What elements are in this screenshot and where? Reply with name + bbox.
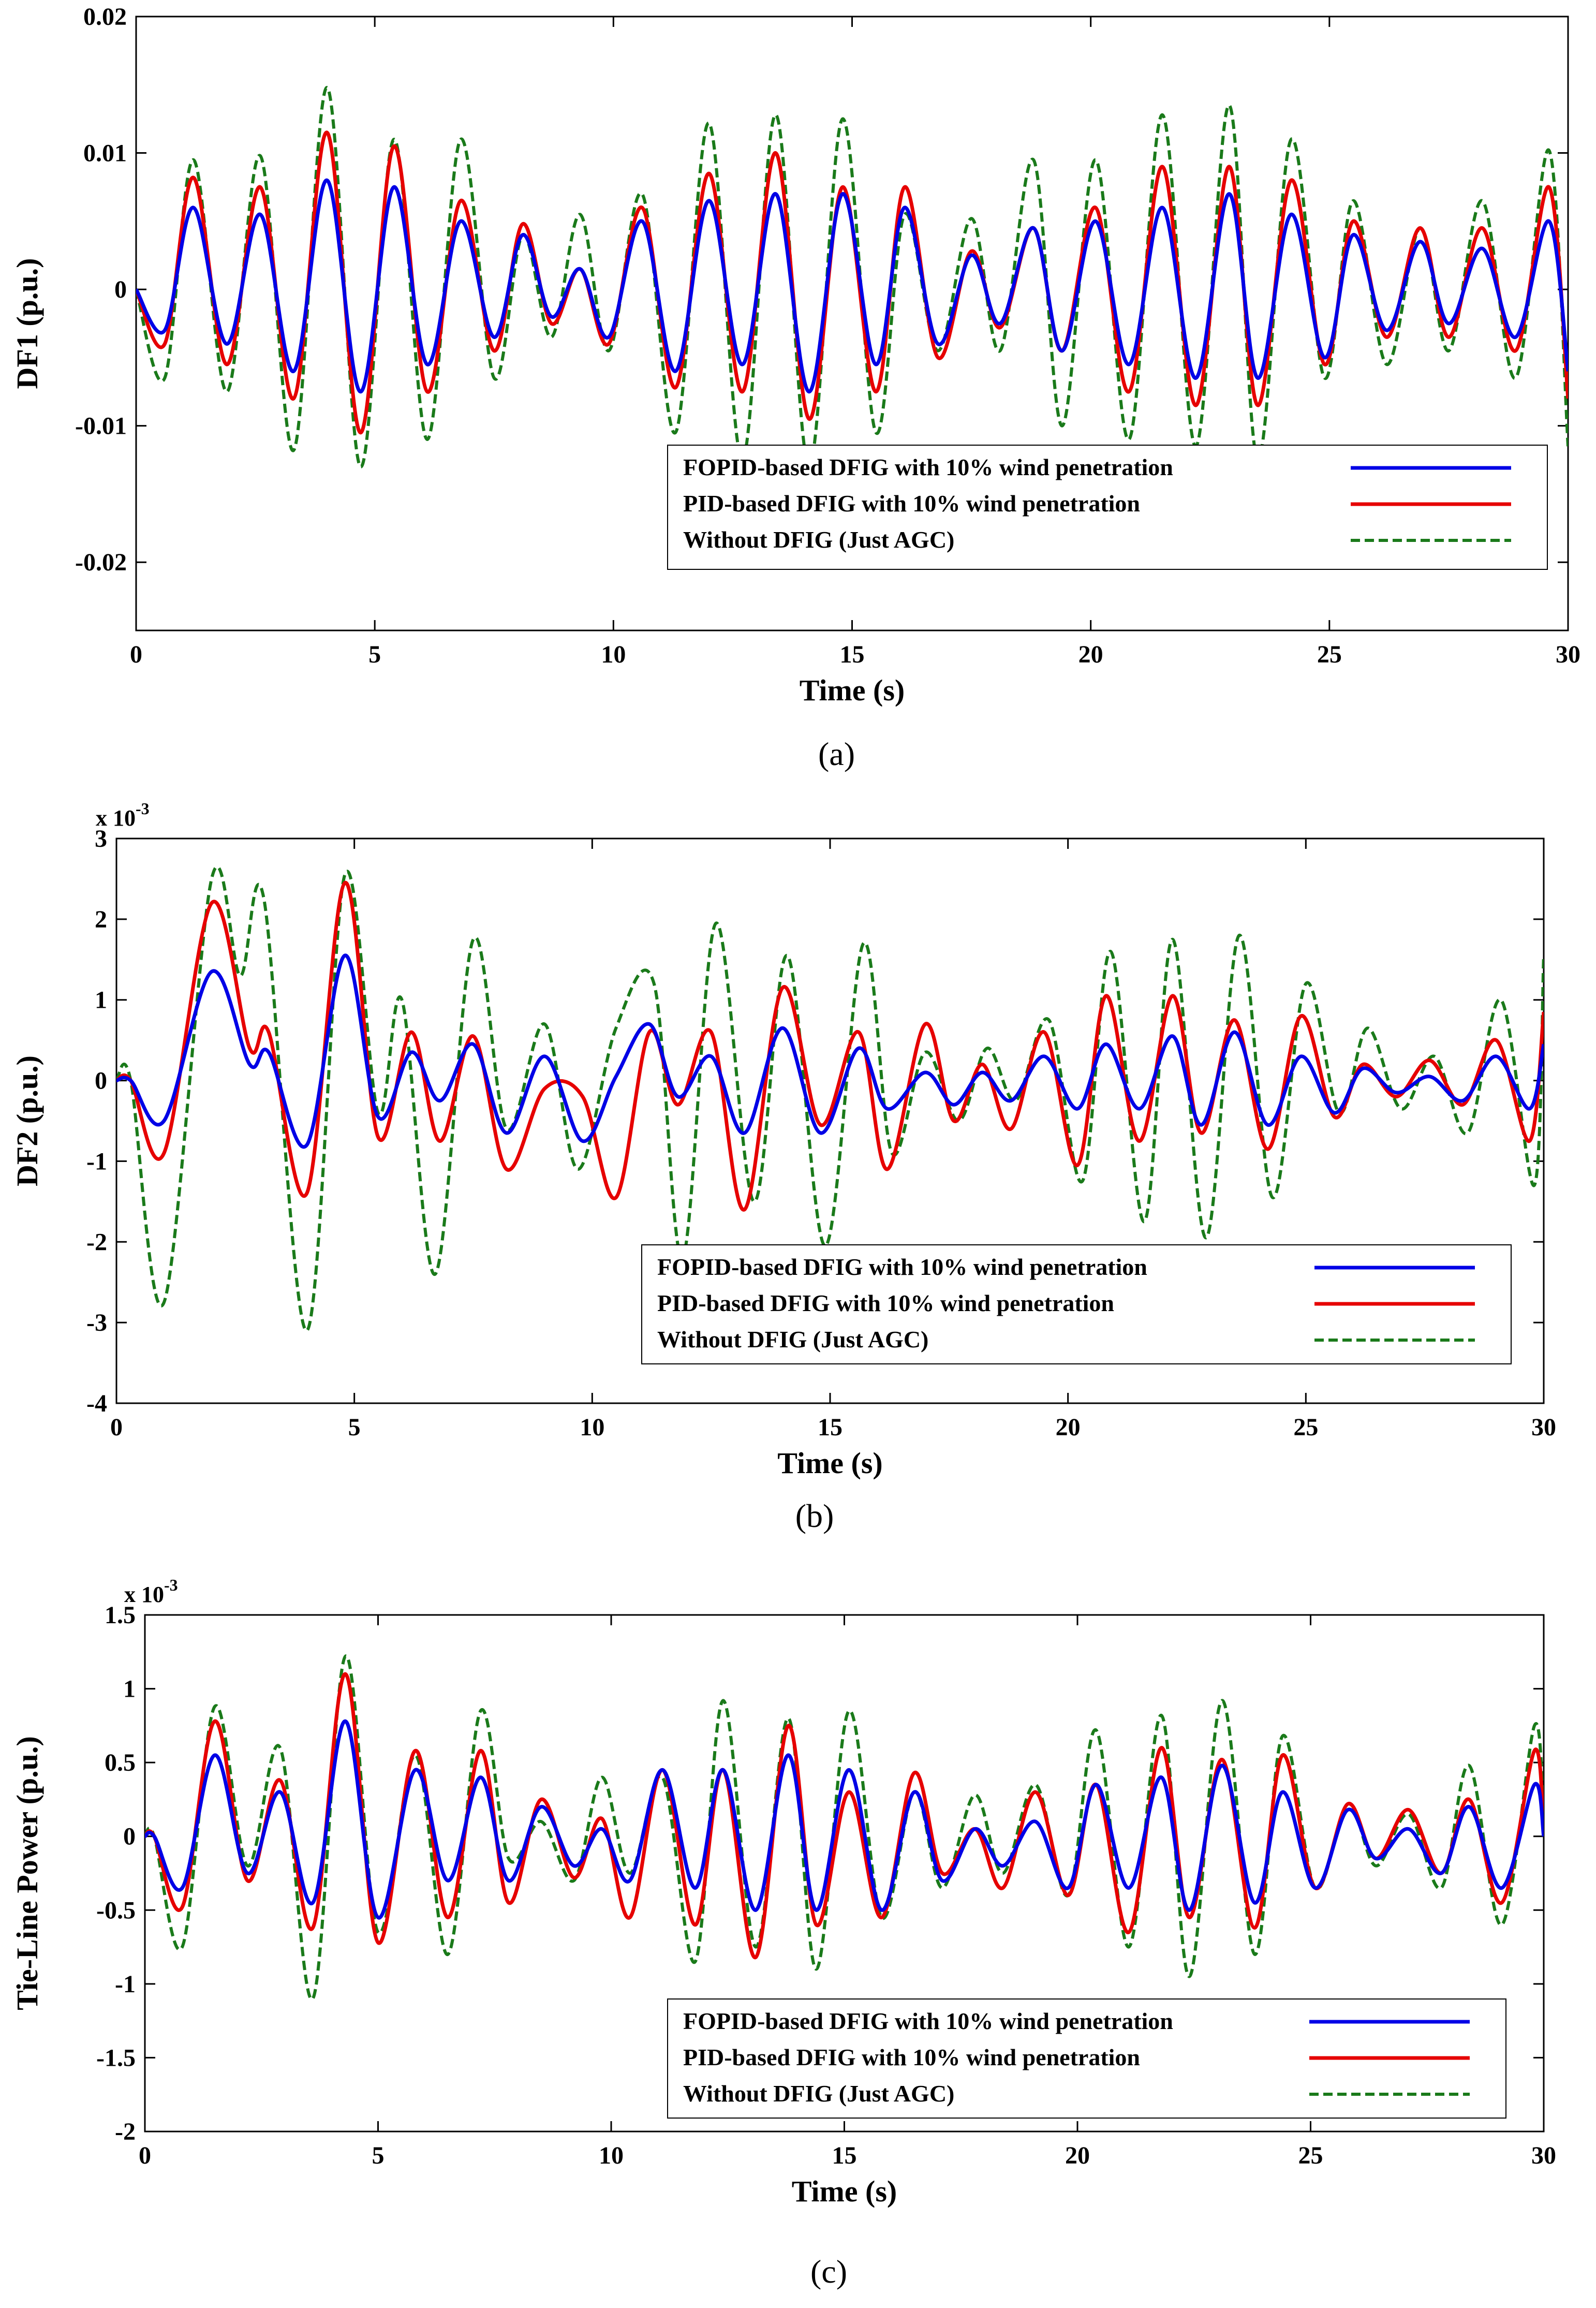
series-lines-c bbox=[145, 1654, 1544, 2001]
y-tick-label-b: -1 bbox=[86, 1148, 107, 1175]
legend-b: FOPID-based DFIG with 10% wind penetrati… bbox=[641, 1244, 1512, 1364]
legend-label: Without DFIG (Just AGC) bbox=[657, 1326, 928, 1353]
y-tick-label-b: -4 bbox=[86, 1390, 107, 1417]
x-tick-label-c: 20 bbox=[1065, 2142, 1090, 2169]
legend-label: FOPID-based DFIG with 10% wind penetrati… bbox=[683, 2008, 1173, 2034]
series-line-fopid bbox=[136, 178, 1568, 394]
panel-c: 0 5 10 15 20 25 30 -2 -1.5 -1 -0.5 0 0.5 1 1.5 FOPID-b… bbox=[10, 1576, 1556, 2290]
legend-label: PID-based DFIG with 10% wind penetration bbox=[657, 1290, 1114, 1316]
x-tick-label-b: 5 bbox=[348, 1414, 361, 1441]
legend-a: FOPID-based DFIG with 10% wind penetrati… bbox=[667, 445, 1548, 570]
x-tick-label-c: 25 bbox=[1298, 2142, 1323, 2169]
y-tick-label-b: -2 bbox=[86, 1228, 107, 1256]
legend-c: FOPID-based DFIG with 10% wind penetrati… bbox=[667, 1998, 1506, 2119]
y-tick-label-c: 1 bbox=[123, 1675, 136, 1703]
series-line-fopid bbox=[145, 1719, 1544, 1920]
legend-label: FOPID-based DFIG with 10% wind penetrati… bbox=[657, 1254, 1147, 1280]
x-tick-label-a: 10 bbox=[601, 641, 626, 668]
caption-b: (b) bbox=[795, 1497, 834, 1534]
x-tick-label-c: 30 bbox=[1531, 2142, 1556, 2169]
x-axis-title-a: Time (s) bbox=[800, 673, 905, 707]
x-tick-label-c: 10 bbox=[599, 2142, 624, 2169]
y-tick-label-c: 0 bbox=[123, 1823, 136, 1850]
panel-b: 0 5 10 15 20 25 30 -4 -3 -2 -1 0 1 2 3 FOPID-based DFI… bbox=[10, 799, 1556, 1534]
y-tick-label-c: 0.5 bbox=[105, 1749, 136, 1776]
y-tick-label-a: -0.02 bbox=[75, 549, 127, 576]
y-exponent-label-c: x 10-3 bbox=[124, 1576, 178, 1607]
x-tick-label-a: 5 bbox=[368, 641, 381, 668]
legend-box bbox=[667, 445, 1548, 570]
y-tick-label-a: 0.01 bbox=[83, 140, 127, 167]
y-tick-label-a: -0.01 bbox=[75, 413, 127, 440]
y-tick-label-b: 0 bbox=[95, 1067, 107, 1095]
caption-c: (c) bbox=[810, 2253, 847, 2290]
y-exponent-power-c: -3 bbox=[164, 1576, 178, 1594]
x-tick-label-b: 25 bbox=[1293, 1414, 1318, 1441]
series-lines-b bbox=[116, 865, 1544, 1332]
x-tick-label-a: 30 bbox=[1556, 641, 1580, 668]
y-tick-label-c: -1.5 bbox=[96, 2044, 136, 2071]
y-tick-label-b: -3 bbox=[86, 1309, 107, 1336]
ticks-c: 0 5 10 15 20 25 30 -2 -1.5 -1 -0.5 0 0.5 1 1.5 bbox=[96, 1601, 1556, 2169]
x-tick-label-a: 25 bbox=[1317, 641, 1342, 668]
ticks-a: 0 5 10 15 20 25 30 -0.02 -0.01 0 0.01 0.02 bbox=[75, 3, 1580, 668]
x-axis-title-c: Time (s) bbox=[792, 2174, 897, 2208]
series-line-no-dfig bbox=[145, 1654, 1544, 2001]
y-tick-label-b: 3 bbox=[95, 825, 107, 852]
y-tick-label-b: 1 bbox=[95, 987, 107, 1014]
y-axis-title-c: Tie-Line Power (p.u.) bbox=[10, 1736, 44, 2010]
y-exponent-base-c: x 10 bbox=[124, 1582, 164, 1607]
y-tick-label-a: 0 bbox=[114, 276, 127, 303]
x-tick-label-a: 20 bbox=[1078, 641, 1103, 668]
x-tick-label-c: 0 bbox=[139, 2142, 151, 2169]
y-axis-title-a: DF1 (p.u.) bbox=[10, 258, 44, 389]
legend-label: PID-based DFIG with 10% wind penetration bbox=[683, 490, 1140, 517]
legend-label: Without DFIG (Just AGC) bbox=[683, 526, 954, 553]
series-line-fopid bbox=[116, 953, 1544, 1149]
x-tick-label-b: 30 bbox=[1531, 1414, 1556, 1441]
x-tick-label-c: 5 bbox=[372, 2142, 385, 2169]
y-axis-title-b: DF2 (p.u.) bbox=[10, 1055, 44, 1186]
y-tick-label-c: 1.5 bbox=[105, 1601, 136, 1629]
legend-label: Without DFIG (Just AGC) bbox=[683, 2080, 954, 2107]
x-axis-title-b: Time (s) bbox=[777, 1446, 883, 1480]
y-exponent-label-b: x 10-3 bbox=[96, 799, 150, 831]
x-tick-label-b: 0 bbox=[110, 1414, 123, 1441]
legend-label: PID-based DFIG with 10% wind penetration bbox=[683, 2044, 1140, 2070]
x-tick-label-b: 15 bbox=[818, 1414, 843, 1441]
y-tick-label-c: -0.5 bbox=[96, 1897, 136, 1924]
y-exponent-power-b: -3 bbox=[136, 799, 150, 818]
y-tick-label-a: 0.02 bbox=[83, 3, 127, 31]
panel-a: 0 5 10 15 20 25 30 -0.02 -0.01 0 0.01 0.02 FOPID-ba… bbox=[10, 3, 1580, 772]
x-tick-label-b: 10 bbox=[580, 1414, 604, 1441]
caption-a: (a) bbox=[818, 736, 855, 772]
y-tick-label-b: 2 bbox=[95, 906, 107, 933]
legend-label: FOPID-based DFIG with 10% wind penetrati… bbox=[683, 454, 1173, 480]
y-exponent-base-b: x 10 bbox=[96, 805, 136, 831]
x-tick-label-a: 15 bbox=[840, 641, 865, 668]
y-tick-label-c: -1 bbox=[115, 1971, 136, 1998]
series-lines-a bbox=[136, 85, 1568, 468]
x-tick-label-b: 20 bbox=[1056, 1414, 1081, 1441]
y-tick-label-c: -2 bbox=[115, 2118, 136, 2145]
x-tick-label-a: 0 bbox=[130, 641, 142, 668]
x-tick-label-c: 15 bbox=[832, 2142, 857, 2169]
